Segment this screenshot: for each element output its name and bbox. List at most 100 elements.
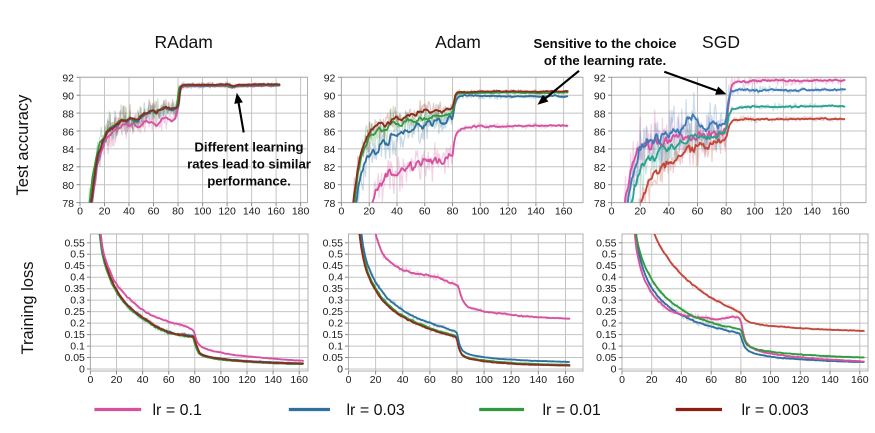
svg-text:92: 92 xyxy=(594,73,606,85)
svg-text:0: 0 xyxy=(611,364,617,376)
svg-text:0: 0 xyxy=(338,206,344,218)
svg-text:0.35: 0.35 xyxy=(323,283,344,295)
svg-text:140: 140 xyxy=(243,206,261,218)
svg-text:performance.: performance. xyxy=(207,174,291,189)
svg-text:84: 84 xyxy=(594,144,606,156)
svg-text:20: 20 xyxy=(111,374,123,386)
svg-text:0.15: 0.15 xyxy=(596,329,617,341)
svg-text:0.25: 0.25 xyxy=(596,306,617,318)
svg-text:160: 160 xyxy=(851,374,869,386)
svg-text:0.3: 0.3 xyxy=(602,295,617,307)
svg-text:0.55: 0.55 xyxy=(323,237,344,249)
svg-text:0: 0 xyxy=(346,374,352,386)
svg-text:RAdam: RAdam xyxy=(155,32,213,52)
svg-text:78: 78 xyxy=(324,198,336,210)
svg-text:rates lead to similar: rates lead to similar xyxy=(187,157,311,172)
svg-text:160: 160 xyxy=(267,206,285,218)
svg-text:100: 100 xyxy=(762,374,780,386)
svg-text:60: 60 xyxy=(705,374,717,386)
svg-text:82: 82 xyxy=(594,162,606,174)
svg-text:100: 100 xyxy=(212,374,230,386)
svg-text:0: 0 xyxy=(87,374,93,386)
svg-text:78: 78 xyxy=(594,198,606,210)
svg-text:80: 80 xyxy=(172,206,184,218)
svg-text:0.45: 0.45 xyxy=(596,260,617,272)
svg-text:100: 100 xyxy=(194,206,212,218)
svg-text:140: 140 xyxy=(530,374,548,386)
svg-text:160: 160 xyxy=(832,206,850,218)
svg-text:0.15: 0.15 xyxy=(64,329,85,341)
svg-text:88: 88 xyxy=(62,108,74,120)
svg-text:120: 120 xyxy=(238,374,256,386)
svg-text:0: 0 xyxy=(337,364,343,376)
svg-text:88: 88 xyxy=(594,108,606,120)
svg-text:0.1: 0.1 xyxy=(602,341,617,353)
svg-text:82: 82 xyxy=(324,162,336,174)
svg-text:0.35: 0.35 xyxy=(596,283,617,295)
svg-text:0.55: 0.55 xyxy=(64,237,85,249)
svg-text:0.55: 0.55 xyxy=(596,237,617,249)
svg-text:0.4: 0.4 xyxy=(70,272,85,284)
svg-text:lr = 0.03: lr = 0.03 xyxy=(347,402,405,419)
svg-text:140: 140 xyxy=(821,374,839,386)
svg-text:0.4: 0.4 xyxy=(328,272,343,284)
svg-text:90: 90 xyxy=(62,91,74,103)
svg-text:20: 20 xyxy=(363,206,375,218)
svg-text:40: 40 xyxy=(397,374,409,386)
svg-text:180: 180 xyxy=(292,206,310,218)
svg-text:40: 40 xyxy=(123,206,135,218)
svg-text:120: 120 xyxy=(502,374,520,386)
svg-text:160: 160 xyxy=(555,206,573,218)
svg-text:0.5: 0.5 xyxy=(602,249,617,261)
svg-text:0.2: 0.2 xyxy=(70,318,85,330)
svg-text:20: 20 xyxy=(99,206,111,218)
svg-text:92: 92 xyxy=(62,73,74,85)
svg-text:lr = 0.01: lr = 0.01 xyxy=(543,402,601,419)
svg-text:0.25: 0.25 xyxy=(64,306,85,318)
svg-text:0.15: 0.15 xyxy=(323,329,344,341)
svg-text:80: 80 xyxy=(720,206,732,218)
svg-text:20: 20 xyxy=(634,206,646,218)
svg-text:140: 140 xyxy=(527,206,545,218)
svg-text:0.5: 0.5 xyxy=(70,249,85,261)
svg-text:Sensitive to the choice: Sensitive to the choice xyxy=(534,36,677,51)
svg-text:140: 140 xyxy=(803,206,821,218)
svg-text:82: 82 xyxy=(62,162,74,174)
svg-text:lr = 0.003: lr = 0.003 xyxy=(742,402,809,419)
svg-text:78: 78 xyxy=(62,198,74,210)
svg-text:0.4: 0.4 xyxy=(602,272,617,284)
svg-text:120: 120 xyxy=(792,374,810,386)
svg-text:Adam: Adam xyxy=(435,32,481,52)
svg-text:40: 40 xyxy=(663,206,675,218)
svg-text:80: 80 xyxy=(451,374,463,386)
svg-text:0.05: 0.05 xyxy=(323,352,344,364)
svg-text:100: 100 xyxy=(472,206,490,218)
svg-text:60: 60 xyxy=(163,374,175,386)
svg-text:80: 80 xyxy=(324,180,336,192)
svg-text:0: 0 xyxy=(619,374,625,386)
svg-text:80: 80 xyxy=(735,374,747,386)
svg-text:120: 120 xyxy=(218,206,236,218)
svg-text:92: 92 xyxy=(324,73,336,85)
svg-text:0: 0 xyxy=(609,206,615,218)
svg-text:100: 100 xyxy=(746,206,764,218)
svg-text:0.35: 0.35 xyxy=(64,283,85,295)
svg-text:0: 0 xyxy=(77,206,83,218)
svg-text:60: 60 xyxy=(419,206,431,218)
svg-text:40: 40 xyxy=(137,374,149,386)
svg-text:140: 140 xyxy=(264,374,282,386)
svg-text:0.45: 0.45 xyxy=(64,260,85,272)
svg-text:80: 80 xyxy=(447,206,459,218)
svg-text:60: 60 xyxy=(692,206,704,218)
svg-text:86: 86 xyxy=(62,126,74,138)
svg-text:100: 100 xyxy=(475,374,493,386)
svg-text:90: 90 xyxy=(324,91,336,103)
svg-text:86: 86 xyxy=(324,126,336,138)
svg-text:80: 80 xyxy=(189,374,201,386)
svg-text:0.45: 0.45 xyxy=(323,260,344,272)
svg-text:60: 60 xyxy=(148,206,160,218)
svg-text:60: 60 xyxy=(424,374,436,386)
svg-text:90: 90 xyxy=(594,91,606,103)
svg-text:0: 0 xyxy=(79,364,85,376)
svg-text:Training loss: Training loss xyxy=(19,262,37,355)
